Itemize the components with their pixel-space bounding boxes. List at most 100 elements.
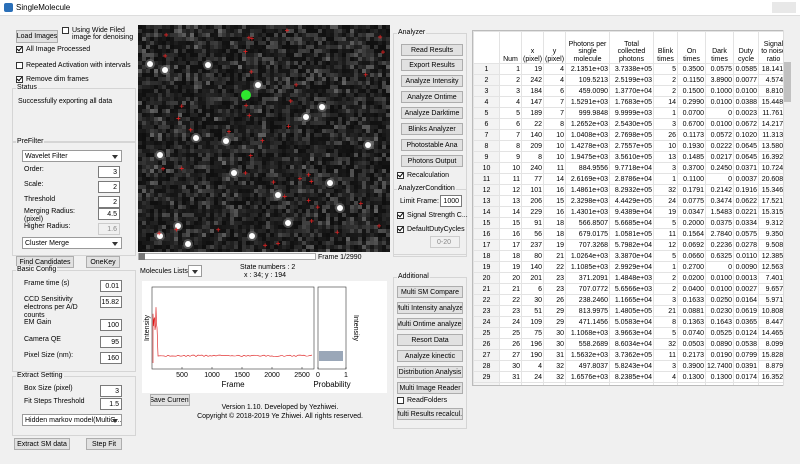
table-cell[interactable]: 0.0538 — [733, 338, 759, 350]
table-cell[interactable]: 2 — [653, 85, 678, 97]
row-header[interactable]: 27 — [473, 349, 500, 361]
checkbox[interactable]: Signal Strength C... — [397, 212, 468, 219]
table-row[interactable]: 14 14 229 16 1.4301e+03 9.4389e+04 19 0.0347 1.5… — [473, 206, 789, 218]
table-cell[interactable]: 30 — [521, 294, 544, 306]
table-cell[interactable]: 9.4389e+04 — [609, 206, 654, 218]
table-cell[interactable]: 229 — [521, 206, 544, 218]
column-header[interactable]: Blink times — [653, 31, 678, 64]
table-row[interactable]: 16 16 56 18 679.0175 1.0581e+05 11 0.1564 2.7840… — [473, 228, 789, 240]
table-cell[interactable]: 0.0077 — [733, 74, 759, 86]
table-cell[interactable]: 0.1150 — [677, 74, 706, 86]
checkbox[interactable]: Repeated Activation with intervals — [16, 62, 131, 69]
table-cell[interactable]: 0.0375 — [705, 217, 734, 229]
button[interactable]: Analyze Intensity — [401, 75, 463, 87]
slider-thumb[interactable] — [139, 253, 145, 260]
table-cell[interactable]: 0.0037 — [733, 173, 759, 185]
table-cell[interactable]: 7 — [499, 129, 522, 141]
row-header[interactable]: 25 — [473, 327, 500, 339]
table-row[interactable]: 9 9 8 10 1.9475e+03 3.5610e+05 13 0.1485 0.0217 0… — [473, 151, 789, 163]
text-input[interactable]: 100 — [100, 319, 122, 331]
table-cell[interactable]: 16 — [543, 184, 566, 196]
table-cell[interactable]: 1.6188e+03 — [565, 382, 610, 385]
table-cell[interactable]: 27 — [499, 349, 522, 361]
table-row[interactable]: 17 17 237 19 707.3268 5.7982e+04 12 0.0692 0.223… — [473, 239, 789, 251]
table-cell[interactable]: 24 — [653, 195, 678, 207]
table-cell[interactable]: 0.0124 — [733, 327, 759, 339]
table-row[interactable]: 8 8 209 10 1.4278e+03 2.7557e+05 10 0.1930 0.022… — [473, 140, 789, 152]
table-cell[interactable]: 497.8037 — [565, 360, 610, 372]
table-cell[interactable]: 30 — [543, 338, 566, 350]
table-cell[interactable]: 2.8786e+04 — [609, 173, 654, 185]
table-cell[interactable]: 999.9848 — [565, 107, 610, 119]
dropdown[interactable]: Hidden markov model(MultiG... — [22, 414, 122, 426]
text-input[interactable]: 95 — [100, 336, 122, 348]
table-cell[interactable]: 10 — [543, 129, 566, 141]
table-row[interactable]: 25 25 75 30 1.1068e+03 3.9663e+04 5 0.0740 0.052… — [473, 327, 789, 339]
table-cell[interactable]: 4.4429e+05 — [609, 195, 654, 207]
table-row[interactable]: 13 13 206 15 2.3298e+03 4.4429e+05 24 0.0775 0.3… — [473, 195, 789, 207]
button[interactable]: Read Results — [401, 44, 463, 56]
row-header[interactable]: 24 — [473, 316, 500, 328]
table-cell[interactable]: 0.0645 — [733, 140, 759, 152]
table-cell[interactable]: 56 — [521, 228, 544, 240]
table-cell[interactable]: 184 — [521, 85, 544, 97]
table-cell[interactable]: 3.5610e+05 — [609, 151, 654, 163]
row-header[interactable]: 23 — [473, 305, 500, 317]
table-cell[interactable]: 0.0672 — [733, 118, 759, 130]
table-cell[interactable]: 8.1248e+05 — [609, 382, 654, 385]
table-cell[interactable]: 14 — [653, 96, 678, 108]
checkbox[interactable]: Recalculation — [397, 172, 449, 179]
text-input[interactable]: 4.5 — [98, 208, 120, 220]
table-cell[interactable]: 707.3268 — [565, 239, 610, 251]
table-cell[interactable]: 0.0190 — [705, 349, 734, 361]
table-cell[interactable]: 201 — [521, 272, 544, 284]
table-cell[interactable]: 0.0090 — [733, 261, 759, 273]
frame-image[interactable] — [138, 25, 390, 252]
table-cell[interactable]: 0.0400 — [677, 283, 706, 295]
text-input[interactable]: 1.5 — [100, 398, 122, 410]
table-cell[interactable]: 0 — [705, 261, 734, 273]
table-cell[interactable]: 3 — [653, 360, 678, 372]
checkbox-box[interactable] — [397, 397, 404, 404]
button[interactable]: Extract SM data — [14, 438, 70, 450]
table-cell[interactable]: 0.0100 — [705, 118, 734, 130]
checkbox-box[interactable] — [16, 76, 23, 83]
table-cell[interactable]: 15 — [499, 217, 522, 229]
table-row[interactable]: 3032216341.6188e+038.1248e+05940.05260.1… — [473, 382, 789, 385]
table-cell[interactable]: 0.0503 — [677, 338, 706, 350]
table-cell[interactable]: 13 — [499, 195, 522, 207]
table-cell[interactable]: 3.7362e+05 — [609, 349, 654, 361]
table-cell[interactable]: 30 — [499, 360, 522, 372]
table-cell[interactable]: 23 — [543, 283, 566, 295]
table-row[interactable]: 27 27 190 31 1.5632e+03 3.7362e+05 11 0.2173 0.0… — [473, 349, 789, 361]
table-cell[interactable]: 0.0572 — [705, 129, 734, 141]
text-input[interactable]: 1.6 — [98, 223, 120, 235]
table-cell[interactable]: 30 — [543, 327, 566, 339]
table-cell[interactable]: 12 — [653, 239, 678, 251]
table-cell[interactable]: 0.0391 — [733, 360, 759, 372]
row-header[interactable]: 16 — [473, 228, 500, 240]
table-cell[interactable]: 22 — [499, 294, 522, 306]
table-cell[interactable]: 1.2652e+03 — [565, 118, 610, 130]
table-cell[interactable]: 11 — [499, 173, 522, 185]
table-cell[interactable]: 4 — [499, 96, 522, 108]
row-header[interactable]: 22 — [473, 294, 500, 306]
table-cell[interactable]: 8 — [499, 140, 522, 152]
table-cell[interactable]: 12.7400 — [705, 360, 734, 372]
table-cell[interactable]: 19 — [653, 206, 678, 218]
table-cell[interactable]: 0.0027 — [733, 283, 759, 295]
table-cell[interactable]: 0.2236 — [705, 239, 734, 251]
table-cell[interactable]: 0.3900 — [677, 360, 706, 372]
table-cell[interactable]: 3.3870e+04 — [609, 250, 654, 262]
table-cell[interactable]: 14 — [543, 173, 566, 185]
button[interactable]: Blinks Analyzer — [401, 123, 463, 135]
table-cell[interactable]: 26 — [499, 338, 522, 350]
table-row[interactable]: 26 26 196 30 558.2689 8.6034e+04 32 0.0503 0.089… — [473, 338, 789, 350]
table-cell[interactable]: 25 — [499, 327, 522, 339]
table-cell[interactable]: 19 — [499, 261, 522, 273]
table-cell[interactable]: 14 — [499, 206, 522, 218]
row-header[interactable]: 12 — [473, 184, 500, 196]
table-cell[interactable]: 7 — [543, 96, 566, 108]
table-row[interactable]: 7 7 140 10 1.0408e+03 2.7698e+05 26 0.1173 0.057… — [473, 129, 789, 141]
table-row[interactable]: 24 24 109 29 471.1456 5.0583e+04 8 0.1363 0.1643… — [473, 316, 789, 328]
